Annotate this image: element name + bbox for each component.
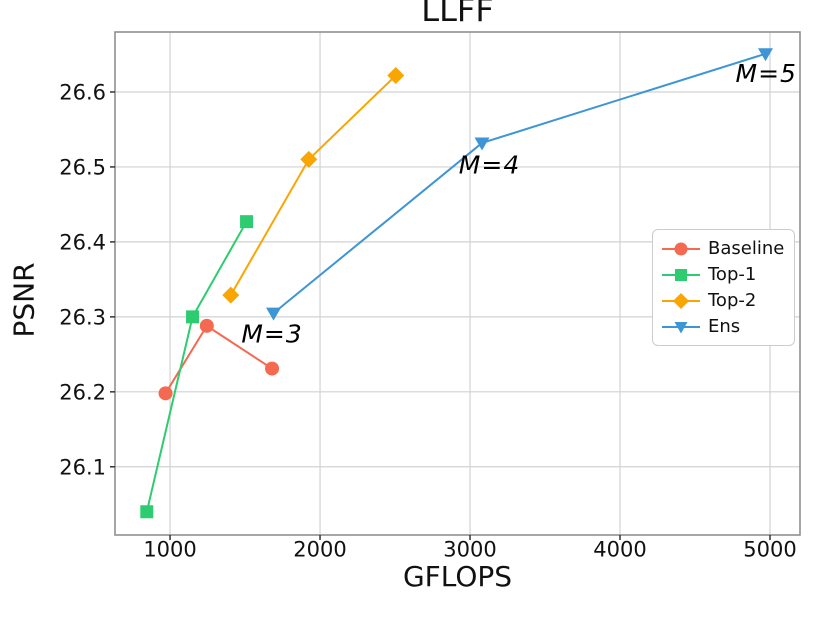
y-tick-label: 26.5 bbox=[59, 155, 106, 179]
x-tick-label: 5000 bbox=[743, 538, 796, 562]
y-tick-label: 26.6 bbox=[59, 80, 106, 104]
chart-title: LLFF bbox=[421, 0, 494, 29]
series-line-top-1 bbox=[145, 220, 248, 513]
x-tick-label: 1000 bbox=[143, 538, 196, 562]
legend-marker-icon bbox=[662, 242, 700, 255]
legend-marker-icon bbox=[662, 268, 700, 281]
y-tick-label: 26.3 bbox=[59, 305, 106, 329]
y-tick-label: 26.4 bbox=[59, 230, 106, 254]
x-axis-label: GFLOPS bbox=[402, 560, 513, 593]
legend-item-baseline: Baseline bbox=[661, 236, 784, 261]
legend-item-top-1: Top-1 bbox=[661, 262, 784, 287]
data-point-circle bbox=[199, 318, 214, 333]
x-tick-label: 3000 bbox=[443, 538, 496, 562]
legend-marker-icon bbox=[662, 292, 700, 309]
data-point-diamond bbox=[387, 66, 405, 84]
data-point-circle bbox=[158, 386, 173, 401]
data-point-square bbox=[240, 215, 254, 229]
x-tick-label: 2000 bbox=[293, 538, 346, 562]
annotation: M=3 bbox=[241, 319, 302, 348]
legend-item-ens: Ens bbox=[661, 314, 784, 339]
data-point-diamond bbox=[222, 286, 240, 304]
data-point-circle bbox=[265, 361, 280, 376]
y-tick-label: 26.1 bbox=[59, 455, 106, 479]
legend-item-label: Top-2 bbox=[708, 290, 757, 311]
annotation: M=4 bbox=[459, 151, 520, 180]
data-point-square bbox=[186, 310, 200, 324]
legend-item-label: Ens bbox=[708, 316, 741, 337]
series-line-top-2 bbox=[229, 74, 397, 297]
legend: Baseline Top-1 Top-2 Ens bbox=[652, 229, 796, 346]
axes-spines bbox=[114, 31, 801, 536]
annotation: M=5 bbox=[736, 59, 797, 88]
data-point-triangle bbox=[758, 48, 774, 62]
legend-item-top-2: Top-2 bbox=[661, 288, 784, 313]
y-tick-label: 26.2 bbox=[59, 380, 106, 404]
legend-item-label: Top-1 bbox=[708, 264, 757, 285]
data-point-triangle bbox=[266, 307, 282, 321]
data-point-square bbox=[140, 505, 154, 519]
legend-marker-icon bbox=[662, 321, 700, 333]
legend-item-label: Baseline bbox=[708, 238, 785, 259]
data-point-triangle bbox=[474, 137, 490, 151]
x-tick-label: 4000 bbox=[593, 538, 646, 562]
data-point-diamond bbox=[300, 150, 318, 168]
